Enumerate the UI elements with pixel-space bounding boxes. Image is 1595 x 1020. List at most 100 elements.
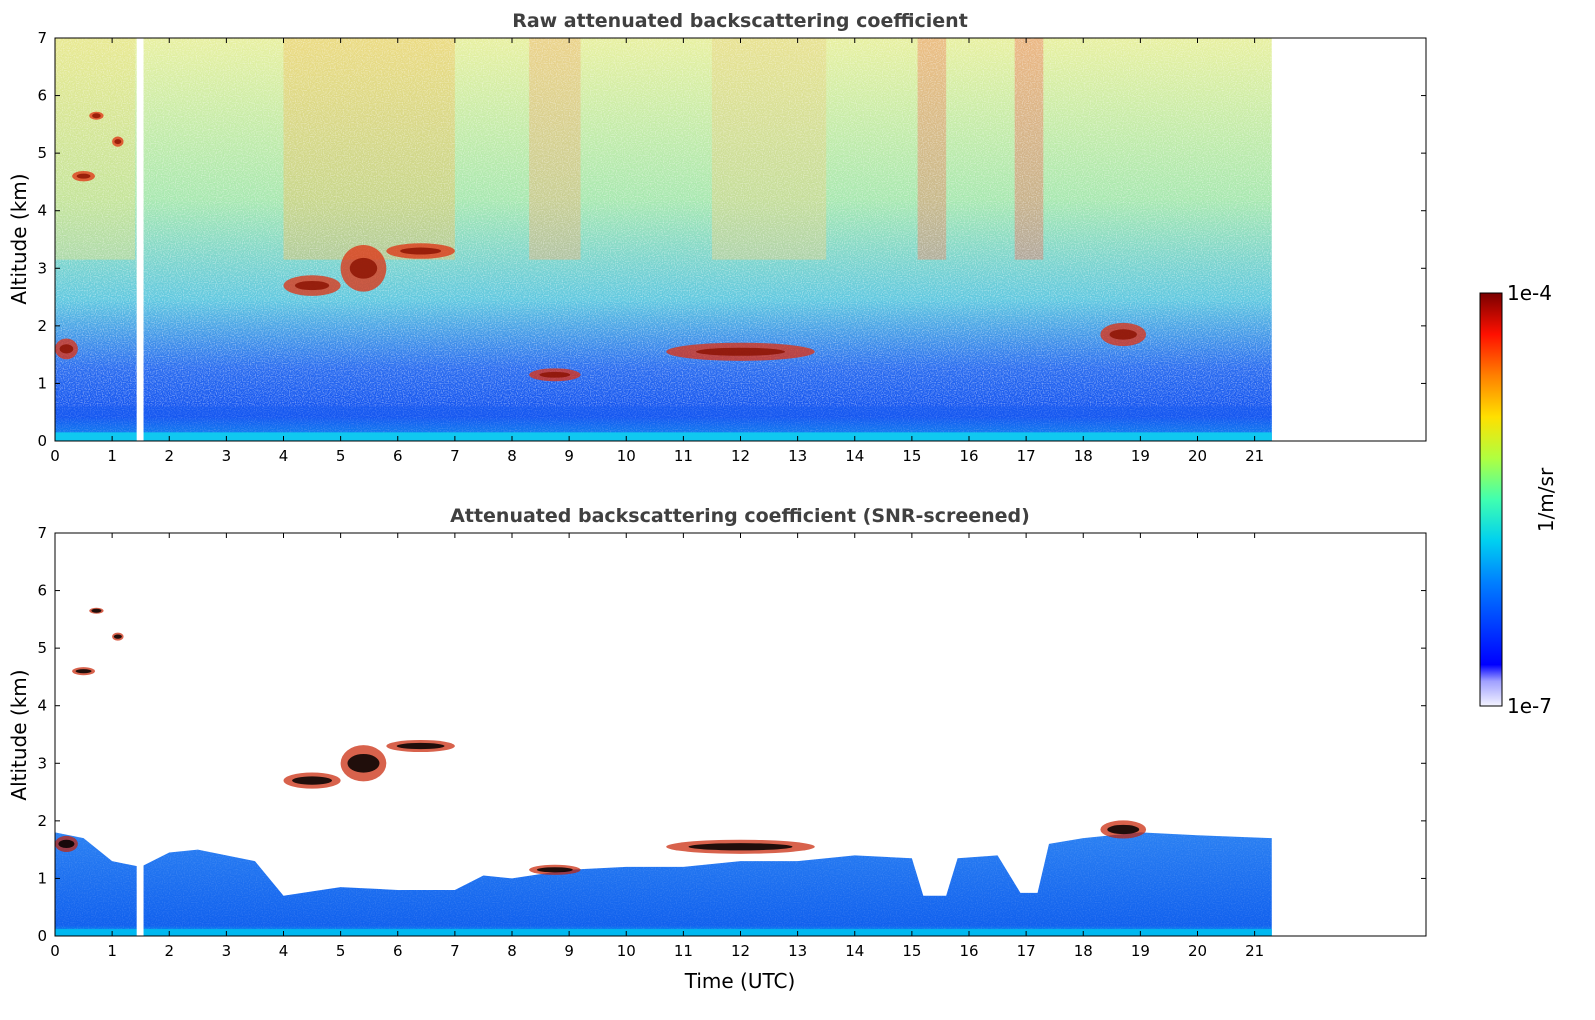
screened-cloud-core-1 [75, 669, 92, 674]
cloud-core-8 [695, 347, 786, 356]
x-tick-label: 18 [1074, 447, 1093, 465]
x-tick-label: 8 [507, 942, 517, 960]
raw-ylabel: Altitude (km) [7, 173, 31, 304]
raw-backscatter-panel: Raw attenuated backscattering coefficien… [7, 10, 1427, 465]
x-tick-label: 12 [731, 942, 750, 960]
raw-panel-title: Raw attenuated backscattering coefficien… [512, 10, 968, 32]
cloud-core-5 [349, 257, 378, 279]
raw-heatmap-area [55, 38, 1272, 441]
x-tick-label: 8 [507, 447, 517, 465]
x-tick-label: 6 [393, 447, 403, 465]
data-gap [136, 861, 144, 936]
x-tick-label: 3 [222, 942, 232, 960]
surface-bin [55, 929, 1272, 936]
x-tick-label: 5 [336, 942, 346, 960]
colorbar-max-label: 1e-4 [1507, 281, 1552, 305]
data-gap [136, 38, 144, 441]
screened-axes: 0 1 2 3 4 5 6 7 8 9 10 11 12 13 14 15 16 17 18 19 20 21012345… [37, 524, 1426, 960]
y-tick-label: 4 [37, 697, 47, 715]
y-tick-label: 6 [37, 582, 47, 600]
x-tick-label: 19 [1131, 942, 1150, 960]
x-tick-label: 16 [959, 942, 978, 960]
cloud-core-2 [92, 113, 101, 119]
x-tick-label: 21 [1245, 942, 1264, 960]
screened-cloud-core-9 [1107, 824, 1140, 835]
cloud-core-1 [76, 173, 91, 179]
x-tick-label: 2 [164, 942, 174, 960]
colorbar-gradient [1479, 292, 1503, 707]
x-tick-label: 4 [279, 447, 289, 465]
x-tick-label: 21 [1245, 447, 1264, 465]
x-tick-label: 0 [50, 942, 60, 960]
y-tick-label: 2 [37, 317, 47, 335]
x-tick-label: 17 [1017, 942, 1036, 960]
cloud-core-0 [59, 344, 74, 354]
screened-cloud-core-2 [91, 608, 102, 613]
y-tick-label: 2 [37, 812, 47, 830]
x-tick-label: 2 [164, 447, 174, 465]
x-tick-label: 19 [1131, 447, 1150, 465]
x-tick-label: 20 [1188, 942, 1207, 960]
screened-cloud-core-0 [58, 839, 75, 849]
x-tick-label: 12 [731, 447, 750, 465]
y-tick-label: 1 [37, 869, 47, 887]
y-tick-label: 3 [37, 754, 47, 772]
x-tick-label: 13 [788, 447, 807, 465]
surface-bin [55, 432, 1272, 441]
x-tick-label: 13 [788, 942, 807, 960]
y-tick-label: 1 [37, 374, 47, 392]
screened-ylabel: Altitude (km) [7, 669, 31, 800]
boundary-layer-texture [55, 832, 1272, 936]
screened-cloud-core-7 [536, 867, 573, 873]
y-tick-label: 5 [37, 144, 47, 162]
y-tick-label: 0 [37, 432, 47, 450]
y-tick-label: 3 [37, 259, 47, 277]
x-tick-label: 1 [107, 942, 117, 960]
x-tick-label: 17 [1017, 447, 1036, 465]
screened-cloud-core-8 [688, 843, 793, 851]
x-tick-label: 3 [222, 447, 232, 465]
screened-cloud-core-6 [396, 742, 445, 750]
x-tick-label: 18 [1074, 942, 1093, 960]
x-tick-label: 7 [450, 447, 460, 465]
y-tick-label: 7 [37, 524, 47, 542]
x-tick-label: 14 [845, 942, 864, 960]
raw-axes: 0 1 2 3 4 5 6 7 8 9 10 11 12 13 14 15 16 17 18 19 20 21012345… [37, 29, 1426, 465]
cloud-core-4 [294, 280, 330, 291]
screened-cloud-core-3 [113, 634, 122, 639]
cloud-core-3 [114, 139, 122, 145]
x-tick-label: 5 [336, 447, 346, 465]
screened-cloud-core-4 [292, 776, 333, 785]
x-tick-label: 16 [959, 447, 978, 465]
y-tick-label: 4 [37, 202, 47, 220]
x-tick-label: 0 [50, 447, 60, 465]
screened-cloud-core-5 [347, 753, 380, 773]
x-tick-label: 20 [1188, 447, 1207, 465]
y-tick-label: 0 [37, 927, 47, 945]
x-tick-label: 9 [564, 447, 574, 465]
colorbar: 1e-4 1e-7 1/m/sr [1479, 281, 1558, 718]
x-tick-label: 14 [845, 447, 864, 465]
colorbar-unit-label: 1/m/sr [1534, 467, 1558, 532]
x-tick-label: 6 [393, 942, 403, 960]
x-tick-label: 10 [617, 447, 636, 465]
x-tick-label: 1 [107, 447, 117, 465]
screened-xlabel: Time (UTC) [684, 969, 796, 993]
x-tick-label: 10 [617, 942, 636, 960]
x-tick-label: 15 [902, 447, 921, 465]
x-tick-label: 11 [674, 447, 693, 465]
y-tick-label: 5 [37, 639, 47, 657]
x-tick-label: 7 [450, 942, 460, 960]
x-tick-label: 9 [564, 942, 574, 960]
x-tick-label: 15 [902, 942, 921, 960]
cloud-core-6 [400, 247, 442, 255]
screened-heatmap-area [55, 607, 1272, 936]
noise-speckle [55, 38, 1272, 441]
colorbar-min-label: 1e-7 [1507, 694, 1552, 718]
cloud-core-7 [539, 371, 571, 378]
y-tick-label: 6 [37, 87, 47, 105]
x-tick-label: 4 [279, 942, 289, 960]
y-tick-label: 7 [37, 29, 47, 47]
screened-panel-title: Attenuated backscattering coefficient (S… [450, 505, 1030, 527]
